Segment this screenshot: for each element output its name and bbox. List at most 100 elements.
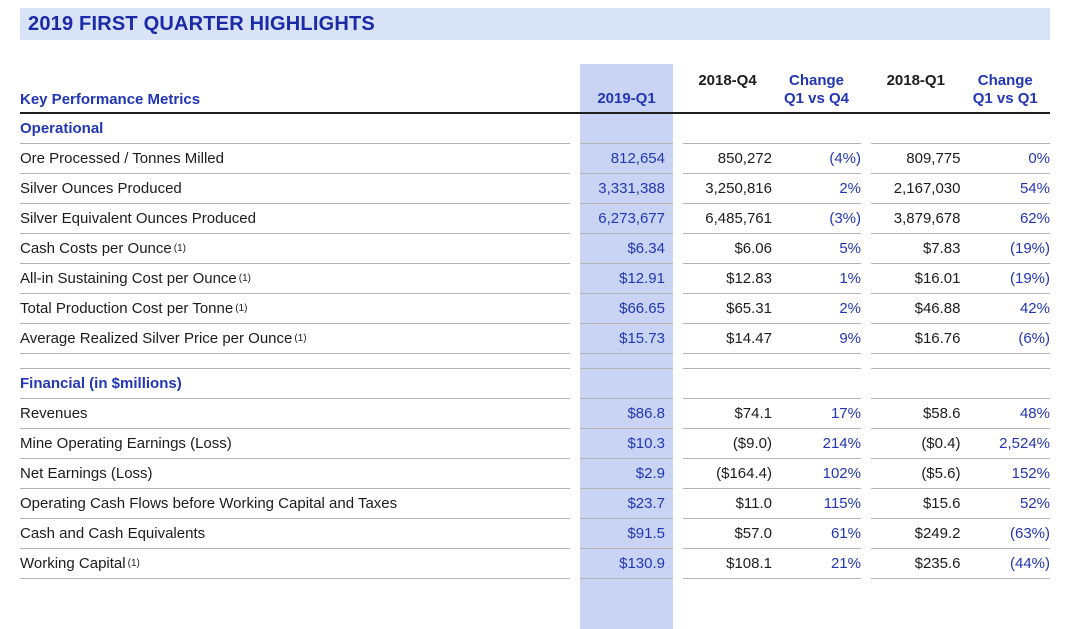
table-row: Mine Operating Earnings (Loss) $10.3 ($9.0… <box>20 429 1050 459</box>
value-change-q1-vs-q1: 2,524% <box>999 435 1050 452</box>
value-change-q1-vs-q1: 0% <box>1028 150 1050 167</box>
row-label: Working Capital <box>20 555 126 572</box>
value-2018-q4: $65.31 <box>726 300 772 317</box>
row-label-cell: Net Earnings (Loss) <box>20 459 570 489</box>
spacer-row <box>20 579 1050 594</box>
row-label-cell: Cash and Cash Equivalents <box>20 519 570 549</box>
value-change-q1-vs-q4: 5% <box>839 240 861 257</box>
value-2018-q4: ($9.0) <box>732 435 772 452</box>
value-change-q1-vs-q4: 2% <box>839 300 861 317</box>
column-header-change-q1-vs-q1: Change Q1 vs Q1 <box>972 72 1038 107</box>
row-label: Silver Equivalent Ounces Produced <box>20 210 256 227</box>
table-body: Operational Ore Processed / Tonnes Milled… <box>20 114 1050 594</box>
value-2019-q1: $66.65 <box>619 300 665 317</box>
row-label-cell: Ore Processed / Tonnes Milled <box>20 144 570 174</box>
table-row: Working Capital (1) $130.9 $108.1 21% $235.6 (… <box>20 549 1050 579</box>
column-header-2019-q1: 2019-Q1 <box>597 90 656 107</box>
cell-2019-q1: 3,331,388 <box>580 174 673 204</box>
row-label-cell <box>20 354 570 369</box>
value-change-q1-vs-q1: 62% <box>1019 210 1050 227</box>
value-2019-q1: $130.9 <box>619 555 665 572</box>
value-2018-q4: $12.83 <box>726 270 772 287</box>
footnote-marker: (1) <box>127 558 140 569</box>
table-row: Cash and Cash Equivalents $91.5 $57.0 61% $2… <box>20 519 1050 549</box>
cell-2019-q1 <box>580 114 673 144</box>
table-row: Net Earnings (Loss) $2.9 ($164.4) 102% ($5.6… <box>20 459 1050 489</box>
page-title: 2019 FIRST QUARTER HIGHLIGHTS <box>28 12 375 35</box>
value-2019-q1: $91.5 <box>627 525 665 542</box>
value-change-q1-vs-q1: 152% <box>1011 465 1050 482</box>
value-2019-q1: 6,273,677 <box>598 210 665 227</box>
comparison-cell-group <box>683 114 861 144</box>
kpi-table: Key Performance Metrics 2019-Q1 2018-Q4 … <box>20 64 1050 629</box>
table-row: Ore Processed / Tonnes Milled 812,654 850,… <box>20 144 1050 174</box>
value-2018-q1: $46.88 <box>914 300 961 317</box>
footnote-marker: (1) <box>294 333 307 344</box>
section-header-row: Financial (in $millions) <box>20 369 1050 399</box>
comparison-cell-group: $16.76 (6%) <box>871 324 1050 354</box>
value-2018-q1: $235.6 <box>914 555 961 572</box>
section-header-row: Operational <box>20 114 1050 144</box>
comparison-cell-group: $12.83 1% <box>683 264 861 294</box>
table-row: All-in Sustaining Cost per Ounce (1) $12.9… <box>20 264 1050 294</box>
value-2018-q1: $249.2 <box>914 525 961 542</box>
comparison-cell-group: ($5.6) 152% <box>871 459 1050 489</box>
cell-2019-q1: $6.34 <box>580 234 673 264</box>
value-2018-q1: $16.01 <box>914 270 961 287</box>
comparison-cell-group: 6,485,761 (3%) <box>683 204 861 234</box>
comparison-cell-group <box>683 369 861 399</box>
column-header-2018-q1: 2018-Q1 <box>886 72 945 89</box>
value-change-q1-vs-q1: (63%) <box>1009 525 1050 542</box>
row-label: Operating Cash Flows before Working Capi… <box>20 495 398 512</box>
footnote-marker: (1) <box>238 273 252 284</box>
footnote-marker: (1) <box>173 243 186 254</box>
comparison-cell-group: 850,272 (4%) <box>683 144 861 174</box>
cell-2019-q1: $91.5 <box>580 519 673 549</box>
highlight-column-band <box>580 64 673 629</box>
value-2018-q4: $6.06 <box>734 240 772 257</box>
row-label-cell: Revenues <box>20 399 570 429</box>
value-2018-q1: $7.83 <box>922 240 961 257</box>
value-2019-q1: $10.3 <box>627 435 665 452</box>
cell-2019-q1 <box>580 579 673 594</box>
cell-2019-q1 <box>580 369 673 399</box>
value-change-q1-vs-q4: 115% <box>823 495 861 512</box>
row-label-cell: Operational <box>20 114 570 144</box>
cell-2019-q1: $66.65 <box>580 294 673 324</box>
comparison-cell-group: $7.83 (19%) <box>871 234 1050 264</box>
value-2018-q4: $108.1 <box>726 555 772 572</box>
value-2018-q4: 850,272 <box>717 150 772 167</box>
value-2018-q1: $58.6 <box>922 405 961 422</box>
value-2018-q4: $11.0 <box>735 495 772 512</box>
row-label: Operational <box>20 120 104 137</box>
value-2018-q1: ($0.4) <box>921 435 961 452</box>
value-2019-q1: 812,654 <box>610 150 665 167</box>
table-header-row: Key Performance Metrics 2019-Q1 2018-Q4 … <box>20 64 1050 112</box>
value-change-q1-vs-q1: (19%) <box>1009 270 1050 287</box>
value-2019-q1: $6.34 <box>627 240 665 257</box>
row-label: Cash and Cash Equivalents <box>20 525 206 542</box>
column-header-key-performance-metrics: Key Performance Metrics <box>20 91 201 108</box>
column-header-change-q1-vs-q4: Change Q1 vs Q4 <box>783 72 850 107</box>
row-label: Total Production Cost per Tonne <box>20 300 234 317</box>
value-change-q1-vs-q1: 42% <box>1019 300 1050 317</box>
value-2018-q1: ($5.6) <box>921 465 961 482</box>
comparison-cell-group <box>683 579 861 594</box>
value-change-q1-vs-q1: (19%) <box>1009 240 1050 257</box>
value-change-q1-vs-q1: (44%) <box>1009 555 1050 572</box>
value-2018-q4: 3,250,816 <box>705 180 772 197</box>
value-2018-q4: $74.1 <box>734 405 772 422</box>
value-change-q1-vs-q1: 48% <box>1019 405 1050 422</box>
comparison-cell-group: 3,879,678 62% <box>871 204 1050 234</box>
cell-2019-q1 <box>580 354 673 369</box>
value-change-q1-vs-q1: 52% <box>1019 495 1050 512</box>
comparison-cell-group: $249.2 (63%) <box>871 519 1050 549</box>
value-2019-q1: $23.7 <box>627 495 665 512</box>
comparison-cell-group <box>871 114 1050 144</box>
row-label-cell <box>20 579 570 594</box>
page-title-bar: 2019 FIRST QUARTER HIGHLIGHTS <box>20 8 1050 40</box>
comparison-cell-group: $65.31 2% <box>683 294 861 324</box>
comparison-cell-group: $16.01 (19%) <box>871 264 1050 294</box>
value-2019-q1: $2.9 <box>635 465 665 482</box>
value-change-q1-vs-q4: 17% <box>830 405 861 422</box>
